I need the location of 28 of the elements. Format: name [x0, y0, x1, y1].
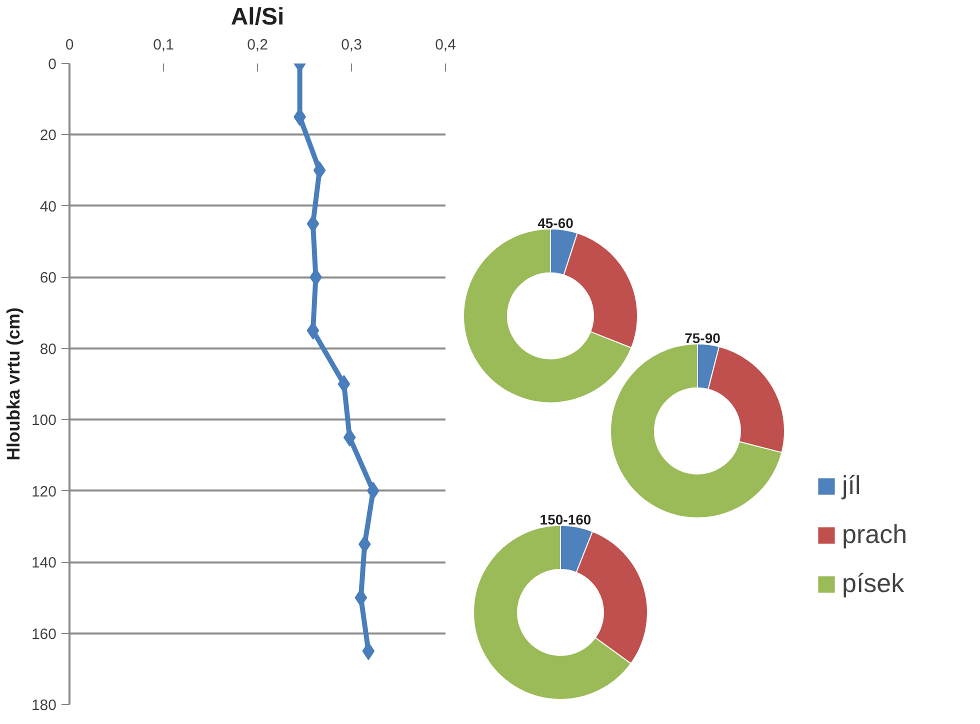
point	[338, 375, 350, 393]
y-tick-label: 40	[40, 198, 57, 216]
point	[366, 482, 380, 500]
y-tick-label: 120	[31, 483, 57, 500]
point	[313, 161, 326, 180]
y-tick-label: 0	[48, 56, 56, 73]
y-tick-label: 160	[31, 626, 57, 643]
legend-label: prach	[842, 519, 908, 550]
x-tick-label: 0,4	[435, 36, 456, 54]
chart-title: 75-90	[684, 330, 721, 346]
y-tick-label: 140	[31, 554, 57, 572]
x-tick-label: 0	[65, 36, 74, 54]
y-tick-label: 180	[31, 697, 57, 714]
point	[362, 642, 375, 660]
y-axis-title: Hloubka vrtu (cm)	[3, 307, 24, 461]
legend-label: písek	[842, 568, 904, 599]
y-tick-label: 100	[31, 412, 57, 430]
chart-title: 150-160	[540, 511, 592, 528]
y-tick-label: 20	[40, 127, 57, 144]
y-tick-label: 80	[40, 340, 57, 358]
y-tick-label: 60	[40, 270, 57, 287]
x-tick-label: 0,1	[153, 36, 174, 54]
x-axis-title: Al/Si	[230, 4, 284, 30]
x-tick-label: 0,3	[341, 36, 362, 54]
legend-label: jíl	[842, 470, 862, 501]
x-tick-label: 0,2	[247, 36, 268, 54]
chart-title: 45-60	[538, 214, 574, 231]
point	[343, 428, 356, 446]
